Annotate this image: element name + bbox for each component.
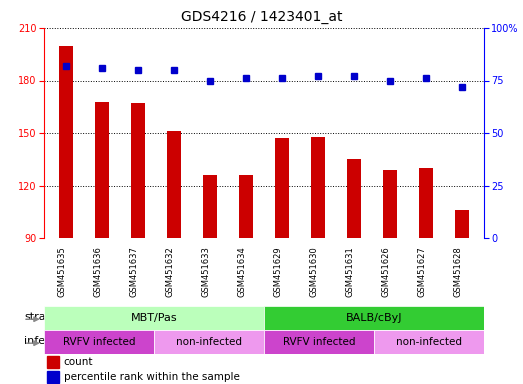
Bar (311, 136, 325, 238)
Text: RVFV infected: RVFV infected (63, 337, 135, 347)
Bar (59, 45, 73, 238)
Bar (47, 371, 59, 382)
Text: GSM451629: GSM451629 (273, 246, 282, 297)
Text: GDS4216 / 1423401_at: GDS4216 / 1423401_at (181, 10, 342, 24)
Bar (264, 330, 374, 354)
Bar (455, 210, 469, 238)
Bar (347, 159, 361, 238)
Text: GSM451631: GSM451631 (345, 246, 354, 297)
Bar (374, 330, 484, 354)
Text: percentile rank within the sample: percentile rank within the sample (64, 372, 240, 382)
Bar (47, 356, 59, 367)
Text: GSM451637: GSM451637 (129, 246, 138, 297)
Bar (383, 170, 397, 238)
Bar (203, 175, 217, 238)
Text: GSM451626: GSM451626 (381, 246, 390, 297)
Text: strain: strain (25, 312, 56, 322)
Bar (264, 306, 484, 330)
Text: RVFV infected: RVFV infected (283, 337, 355, 347)
Bar (44, 330, 154, 354)
Bar (95, 101, 109, 238)
Bar (167, 131, 181, 238)
Text: non-infected: non-infected (176, 337, 242, 347)
Text: GSM451633: GSM451633 (201, 246, 210, 297)
Text: GSM451628: GSM451628 (453, 246, 462, 297)
Bar (275, 138, 289, 238)
Text: count: count (64, 357, 93, 367)
Text: infection: infection (25, 336, 73, 346)
Bar (44, 306, 264, 330)
Text: GSM451636: GSM451636 (93, 246, 102, 297)
Text: BALB/cByJ: BALB/cByJ (346, 313, 402, 323)
Text: GSM451632: GSM451632 (165, 246, 174, 297)
Bar (154, 330, 264, 354)
Bar (419, 168, 434, 238)
Text: non-infected: non-infected (396, 337, 462, 347)
Bar (239, 175, 253, 238)
Text: GSM451634: GSM451634 (237, 246, 246, 297)
Text: GSM451627: GSM451627 (417, 246, 426, 297)
Text: MBT/Pas: MBT/Pas (131, 313, 178, 323)
Text: GSM451635: GSM451635 (57, 246, 66, 297)
Bar (131, 103, 145, 238)
Text: GSM451630: GSM451630 (309, 246, 318, 297)
